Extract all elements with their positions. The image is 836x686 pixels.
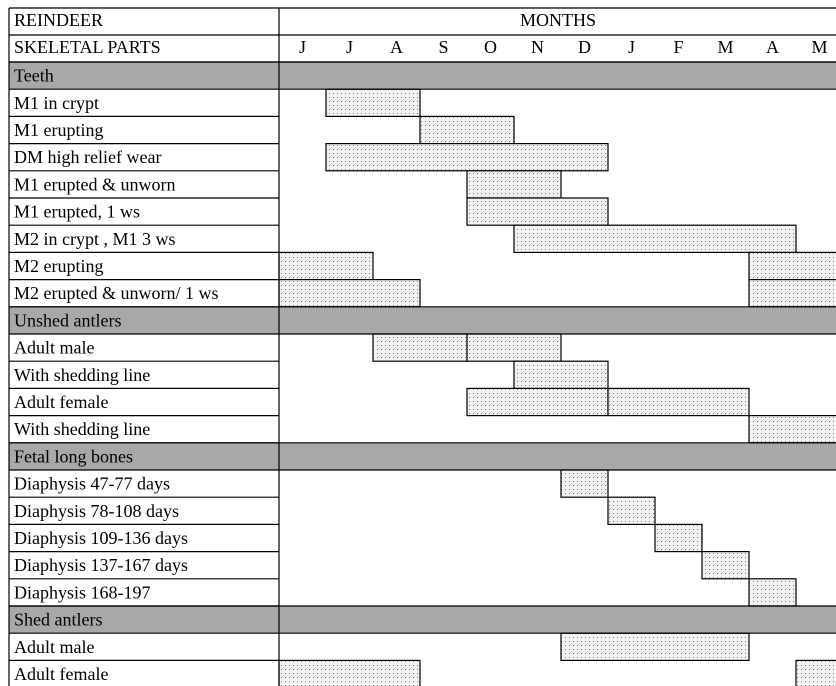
table-grid <box>8 7 836 686</box>
timeline-bar <box>748 251 836 281</box>
timeline-bar <box>560 632 750 662</box>
timeline-bar <box>607 387 750 417</box>
timeline-bar <box>278 659 421 686</box>
section-band <box>9 606 836 634</box>
timeline-bar <box>654 523 703 553</box>
row-label: M1 erupted, 1 ws <box>14 202 140 222</box>
row-label: Adult female <box>14 664 108 684</box>
row-labels: REINDEER MONTHS SKELETAL PARTS J J A S O N D J F… <box>14 10 828 684</box>
row-label: M2 erupting <box>14 256 104 276</box>
timeline-bar <box>748 415 836 444</box>
row-label: M2 in crypt , M1 3 ws <box>14 229 176 249</box>
section-band <box>9 62 836 90</box>
timeline-bar <box>325 143 609 172</box>
section-band <box>9 442 836 470</box>
row-label: Diaphysis 78-108 days <box>14 501 179 521</box>
section-label: Fetal long bones <box>14 446 133 466</box>
timeline-bar <box>278 251 374 281</box>
row-label: M1 in crypt <box>14 93 99 113</box>
section-band <box>9 306 836 334</box>
timeline-bar <box>466 333 562 362</box>
timeline-bar <box>325 88 421 117</box>
month-label: N <box>531 37 544 57</box>
timeline-bar <box>513 224 797 253</box>
timeline-bar <box>466 170 562 199</box>
month-label: S <box>438 37 448 57</box>
month-label: A <box>390 37 403 57</box>
row-label: With shedding line <box>14 419 150 439</box>
row-label: DM high relief wear <box>14 147 161 167</box>
timeline-bar <box>607 496 656 526</box>
row-label: Diaphysis 168-197 <box>14 582 151 602</box>
month-label: A <box>766 37 779 57</box>
header-reindeer: REINDEER <box>14 10 103 30</box>
month-label: F <box>673 37 683 57</box>
section-label: Shed antlers <box>14 610 102 630</box>
timeline-bar <box>748 279 836 308</box>
timeline-bar <box>513 360 609 390</box>
timeline-bar <box>748 578 797 607</box>
month-label: J <box>628 37 635 57</box>
row-label: Diaphysis 109-136 days <box>14 528 188 548</box>
timeline-bar <box>466 387 609 417</box>
row-label: Adult female <box>14 392 108 412</box>
section-label: Teeth <box>14 66 54 86</box>
row-label: M2 erupted & unworn/ 1 ws <box>14 283 218 303</box>
timeline-bar <box>795 659 836 686</box>
timeline-bar <box>466 197 609 226</box>
month-label: J <box>346 37 353 57</box>
section-label: Unshed antlers <box>14 310 121 330</box>
row-label: With shedding line <box>14 365 150 385</box>
timeline-bars <box>278 88 836 686</box>
month-label: O <box>484 37 497 57</box>
row-label: Diaphysis 47-77 days <box>14 474 170 494</box>
row-label: M1 erupting <box>14 120 104 140</box>
section-bands <box>9 62 836 634</box>
header-months: MONTHS <box>520 10 596 30</box>
timeline-bar <box>419 115 515 145</box>
month-label: J <box>299 37 306 57</box>
header-skeletal-parts: SKELETAL PARTS <box>14 37 161 57</box>
timeline-bar <box>701 550 750 580</box>
row-label: Adult male <box>14 637 94 657</box>
row-label: Diaphysis 137-167 days <box>14 555 188 575</box>
month-label: M <box>717 37 733 57</box>
timeline-bar <box>278 279 421 308</box>
month-label: M <box>811 37 827 57</box>
row-label: Adult male <box>14 338 94 358</box>
timeline-bar <box>372 333 468 362</box>
timeline-bar <box>560 469 609 498</box>
month-label: D <box>578 37 591 57</box>
row-label: M1 erupted & unworn <box>14 174 175 194</box>
